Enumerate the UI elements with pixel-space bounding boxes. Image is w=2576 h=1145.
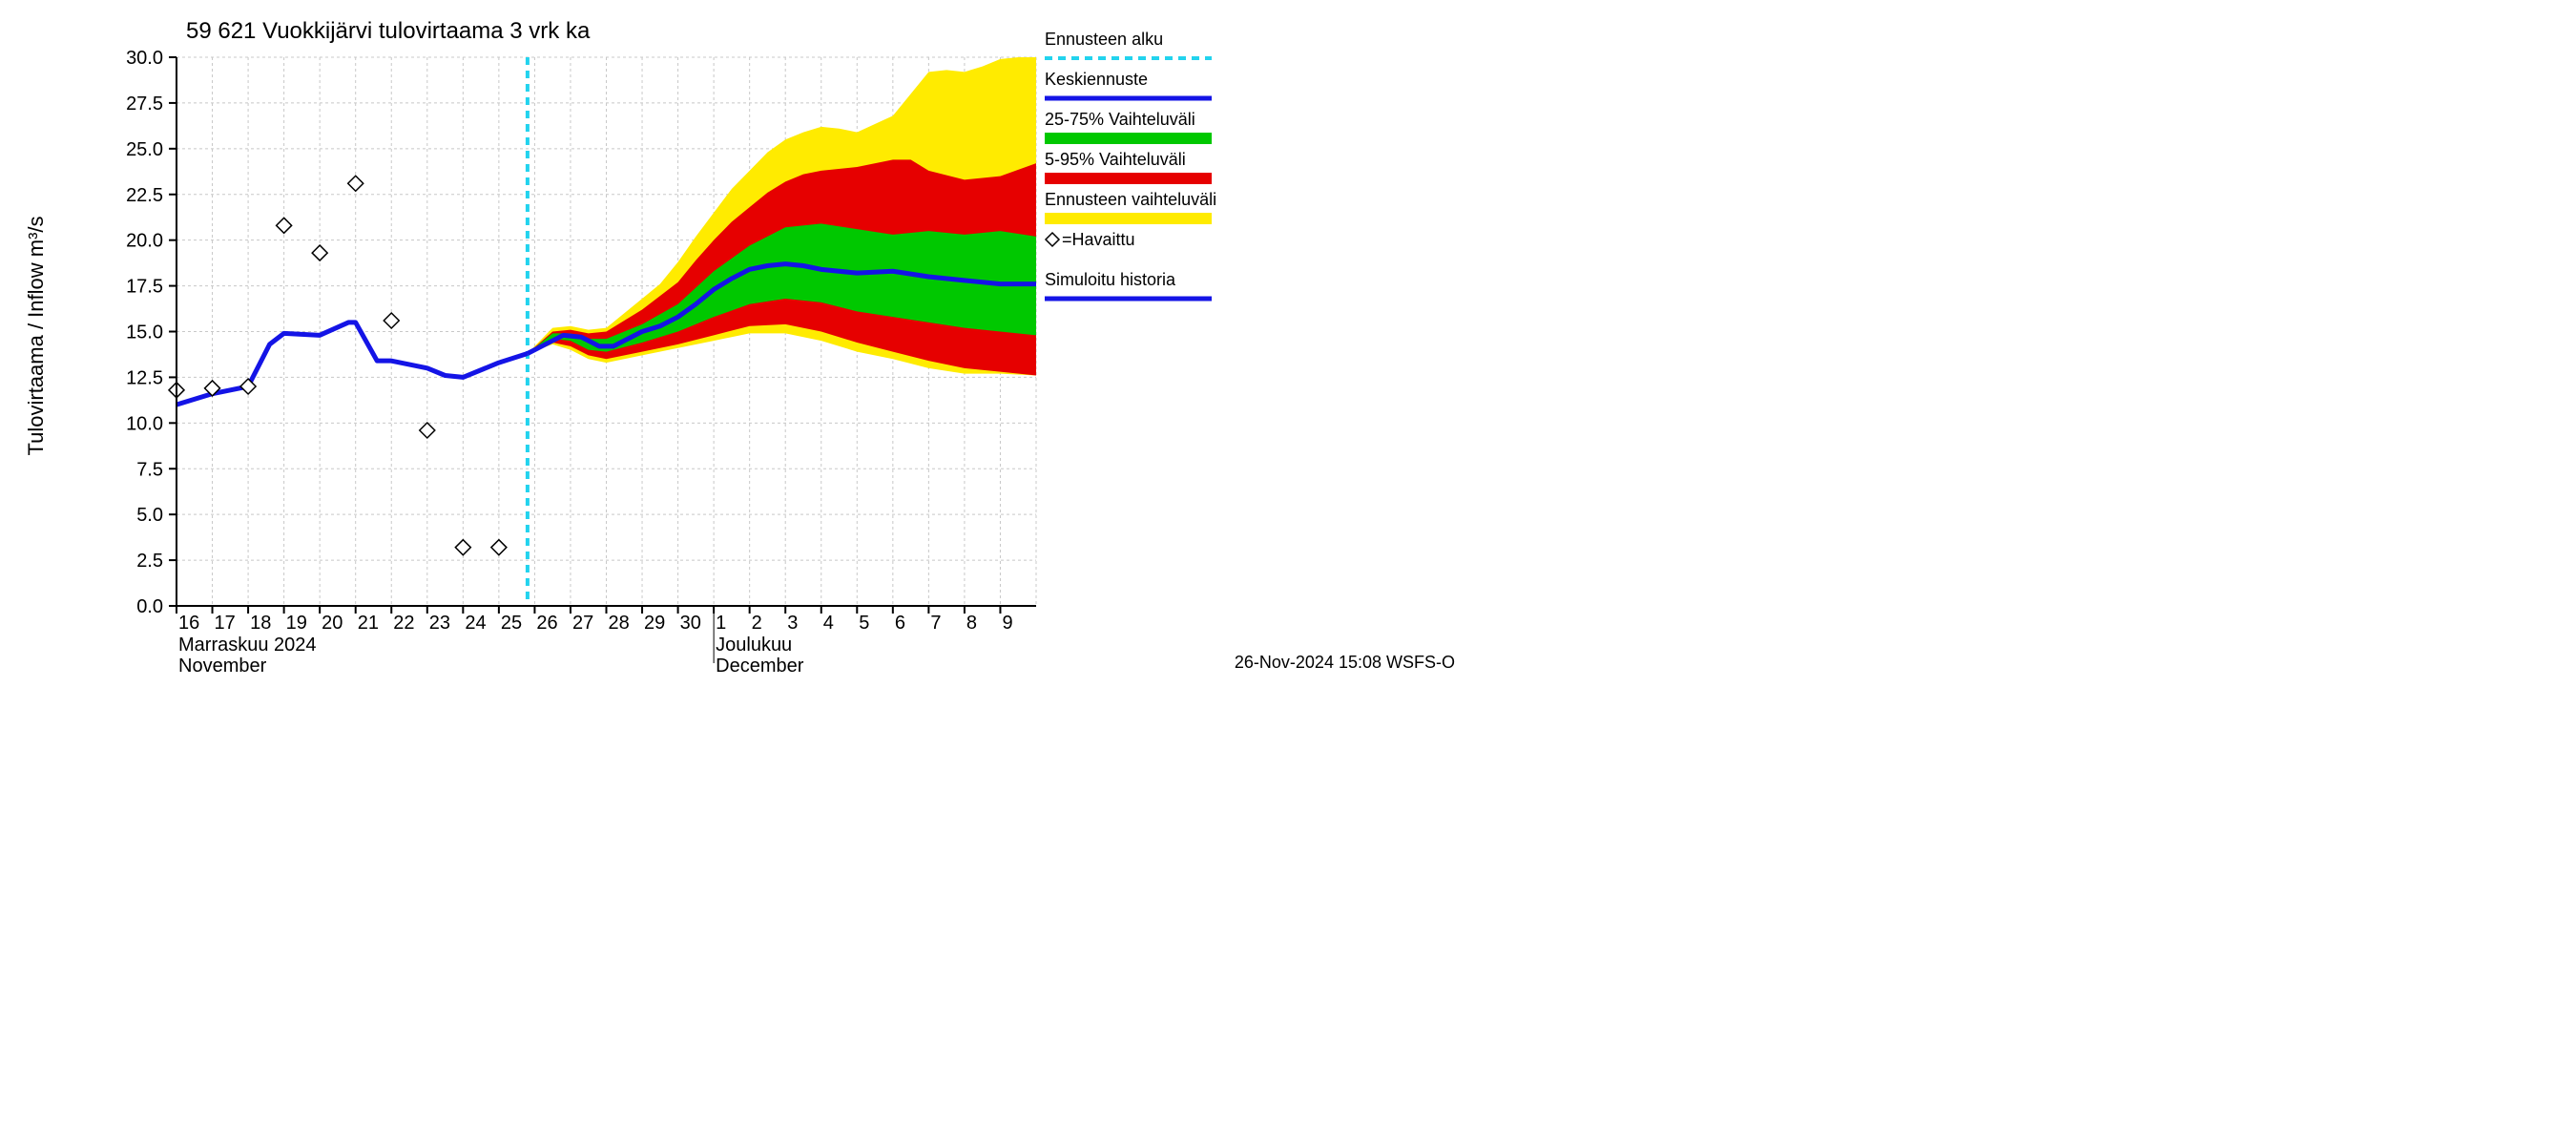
- legend-swatch: [1045, 173, 1212, 184]
- legend-swatch: [1045, 133, 1212, 144]
- legend-label: Keskiennuste: [1045, 70, 1148, 89]
- x-tick-label: 27: [572, 613, 593, 634]
- x-tick-label: 21: [358, 613, 379, 634]
- x-tick-label: 22: [393, 613, 414, 634]
- x-tick-label: 1: [716, 613, 726, 634]
- x-tick-label: 6: [895, 613, 905, 634]
- x-tick-label: 7: [930, 613, 941, 634]
- x-tick-label: 29: [644, 613, 665, 634]
- x-tick-label: 9: [1002, 613, 1012, 634]
- y-tick-label: 25.0: [126, 139, 163, 160]
- x-tick-label: 4: [823, 613, 834, 634]
- x-tick-label: 19: [286, 613, 307, 634]
- x-tick-label: 8: [966, 613, 977, 634]
- legend-label: 5-95% Vaihteluväli: [1045, 150, 1186, 169]
- x-tick-label: 26: [536, 613, 557, 634]
- x-tick-label: 23: [429, 613, 450, 634]
- y-tick-label: 10.0: [126, 413, 163, 434]
- y-tick-label: 17.5: [126, 277, 163, 298]
- month-label-top: Marraskuu 2024: [178, 635, 317, 656]
- legend-label: =Havaittu: [1062, 230, 1135, 249]
- x-tick-label: 18: [250, 613, 271, 634]
- y-tick-label: 12.5: [126, 367, 163, 388]
- timestamp: 26-Nov-2024 15:08 WSFS-O: [1235, 653, 1455, 672]
- x-tick-label: 17: [215, 613, 236, 634]
- y-tick-label: 27.5: [126, 94, 163, 114]
- legend-label: Ennusteen alku: [1045, 30, 1163, 49]
- legend-label: 25-75% Vaihteluväli: [1045, 110, 1195, 129]
- inflow-forecast-chart: 0.0 2.5 5.0 7.5 10.0 12.5 15.0 17.5 20.0 22.5 25.0…: [0, 0, 1465, 675]
- x-tick-label: 16: [178, 613, 199, 634]
- x-tick-label: 24: [465, 613, 486, 634]
- y-tick-label: 30.0: [126, 48, 163, 69]
- month-label-bottom: November: [178, 656, 267, 675]
- y-tick-label: 15.0: [126, 323, 163, 344]
- x-tick-label: 5: [859, 613, 869, 634]
- y-tick-label: 22.5: [126, 185, 163, 206]
- x-tick-label: 28: [609, 613, 630, 634]
- y-tick-label: 20.0: [126, 231, 163, 252]
- y-tick-label: 2.5: [136, 551, 163, 572]
- month-label-top: Joulukuu: [716, 635, 792, 656]
- month-label-bottom: December: [716, 656, 804, 675]
- x-tick-label: 2: [752, 613, 762, 634]
- legend-swatch: [1045, 213, 1212, 224]
- legend-label: Simuloitu historia: [1045, 270, 1176, 289]
- y-tick-label: 5.0: [136, 505, 163, 526]
- x-tick-label: 20: [322, 613, 343, 634]
- y-tick-label: 0.0: [136, 596, 163, 617]
- legend-label: Ennusteen vaihteluväli: [1045, 190, 1216, 209]
- y-axis-label: Tulovirtaama / Inflow m³/s: [24, 216, 48, 455]
- chart-title: 59 621 Vuokkijärvi tulovirtaama 3 vrk ka: [186, 18, 591, 44]
- chart-background: [0, 0, 1465, 675]
- x-tick-label: 25: [501, 613, 522, 634]
- y-tick-label: 7.5: [136, 459, 163, 480]
- x-tick-label: 3: [787, 613, 798, 634]
- x-tick-label: 30: [680, 613, 701, 634]
